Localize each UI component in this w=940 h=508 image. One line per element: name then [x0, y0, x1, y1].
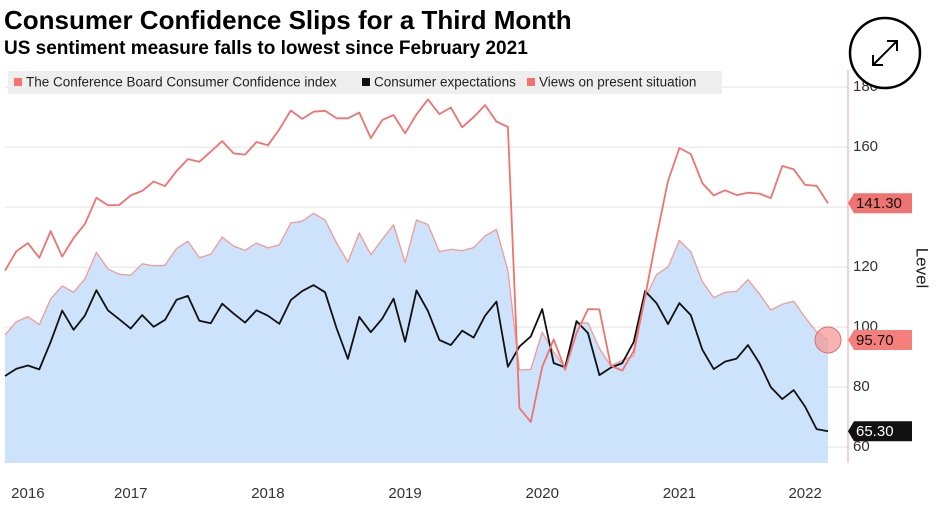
area: [5, 213, 828, 463]
x-tick-label: 2020: [526, 485, 559, 502]
expand-icon[interactable]: [872, 40, 898, 66]
chart-title: Consumer Confidence Slips for a Third Mo…: [4, 5, 572, 35]
x-tick-label: 2019: [388, 485, 421, 502]
labels: 6080100120140160180201620172018201920202…: [11, 78, 912, 502]
line: [4, 98, 829, 423]
x-tick-label: 2022: [788, 485, 821, 502]
legend-swatch: [527, 78, 535, 86]
x-tick-label: 2021: [663, 485, 696, 502]
legend-swatch: [14, 78, 22, 86]
value-label: 95.70: [856, 332, 894, 349]
legend-label: Views on present situation: [539, 75, 696, 90]
line: [4, 284, 829, 433]
legend-label: Consumer expectations: [374, 75, 516, 90]
x-tick-label: 2018: [251, 485, 284, 502]
end-marker: [814, 326, 842, 354]
line: [4, 212, 829, 371]
chart-subtitle: US sentiment measure falls to lowest sin…: [4, 38, 528, 59]
x-tick-label: 2017: [114, 485, 147, 502]
value-label-box: [848, 193, 912, 214]
legend-label: The Conference Board Consumer Confidence…: [26, 75, 337, 90]
value-label-box: [848, 421, 912, 442]
plot-area: [4, 98, 842, 463]
expand-button[interactable]: [848, 16, 922, 90]
y-axis-title: Level: [913, 248, 932, 289]
x-tick-label: 2016: [11, 485, 44, 502]
y-tick-label: 120: [853, 258, 878, 275]
value-label: 65.30: [856, 423, 894, 440]
y-tick-label: 160: [853, 138, 878, 155]
legend: The Conference Board Consumer Confidence…: [8, 71, 722, 94]
value-label: 141.30: [856, 195, 902, 212]
y-tick-label: 80: [853, 378, 870, 395]
y-tick-label: 60: [853, 438, 870, 455]
legend-swatch: [362, 78, 370, 86]
value-label-box: [848, 330, 912, 350]
